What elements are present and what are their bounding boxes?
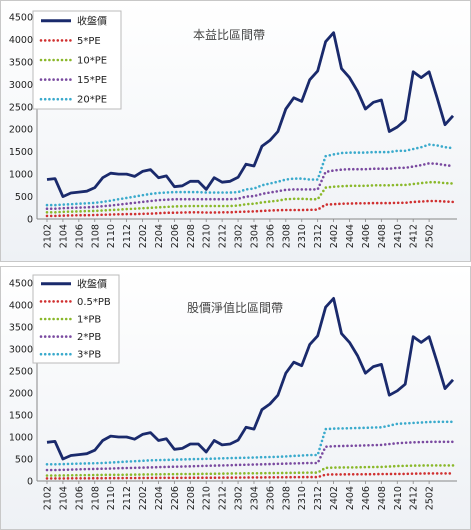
x-tick-label: 2404	[345, 486, 356, 510]
series-line	[45, 161, 455, 210]
legend-label: 5*PE	[77, 36, 101, 47]
series-line	[45, 420, 455, 466]
x-tick-label: 2406	[361, 224, 372, 248]
pb-band-chart-panel: 0 500 1000 1500 2000 2500 3000 3500 4000 4500 2102…	[0, 266, 471, 530]
x-tick-label: 2204	[154, 486, 165, 510]
x-tick-label: 2402	[329, 224, 340, 248]
x-tick-label: 2106	[74, 486, 85, 510]
x-tick-label: 2212	[218, 486, 229, 510]
x-tick-label: 2206	[170, 486, 181, 510]
x-tick-label: 2410	[393, 486, 404, 510]
y-tick-label: 3000	[9, 80, 33, 91]
x-tick-label: 2410	[393, 224, 404, 248]
x-tick-label: 2104	[58, 224, 69, 248]
legend-label: 15*PE	[77, 75, 107, 86]
x-tick-label: 2306	[265, 486, 276, 510]
x-tick-label: 2110	[106, 486, 117, 510]
y-tick-label: 500	[15, 455, 33, 466]
legend-label: 1*PB	[77, 315, 101, 326]
x-tick-label: 2308	[281, 486, 292, 510]
series-line	[45, 143, 455, 207]
x-tick-label: 2108	[90, 224, 101, 248]
x-tick-label: 2408	[377, 486, 388, 510]
legend-label: 20*PE	[77, 95, 107, 106]
legend-box	[32, 274, 120, 364]
x-tick-label: 2412	[409, 224, 420, 248]
pb-band-chart: 0 500 1000 1500 2000 2500 3000 3500 4000 4500 2102…	[9, 274, 457, 510]
y-tick-label: 0	[27, 477, 33, 488]
legend-label: 3*PB	[77, 350, 101, 361]
x-tick-label: 2108	[90, 486, 101, 510]
series-line	[45, 472, 455, 480]
y-tick-label: 3000	[9, 345, 33, 356]
legend-box	[32, 10, 122, 110]
series-line	[46, 296, 455, 461]
x-tick-label: 2304	[249, 224, 260, 248]
x-tick-label: 2208	[186, 486, 197, 510]
series-line	[45, 464, 455, 477]
x-tick-label: 2302	[234, 486, 245, 510]
x-tick-label: 2106	[74, 224, 85, 248]
x-tick-label: 2310	[297, 224, 308, 248]
x-tick-label: 2302	[234, 224, 245, 248]
y-tick-label: 2000	[9, 389, 33, 400]
x-tick-label: 2404	[345, 224, 356, 248]
series-line	[45, 199, 455, 218]
x-tick-label: 2308	[281, 224, 292, 248]
pe-band-chart: 0 500 1000 1500 2000 2500 3000 3500 4000 4500 2102…	[9, 10, 457, 248]
y-tick-label: 4000	[9, 35, 33, 46]
x-tick-label: 2210	[202, 486, 213, 510]
x-tick-label: 2502	[425, 486, 436, 510]
legend-label: 2*PB	[77, 332, 101, 343]
x-tick-label: 2408	[377, 224, 388, 248]
x-tick-label: 2102	[43, 486, 54, 510]
x-tick-label: 2306	[265, 224, 276, 248]
x-tick-label: 2110	[106, 224, 117, 248]
series-line	[46, 31, 455, 199]
series-line	[45, 180, 455, 214]
y-tick-label: 2500	[9, 367, 33, 378]
y-tick-label: 2500	[9, 102, 33, 113]
x-tick-label: 2204	[154, 224, 165, 248]
y-tick-label: 1000	[9, 170, 33, 181]
x-tick-label: 2208	[186, 224, 197, 248]
x-tick-label: 2304	[249, 486, 260, 510]
y-tick-label: 1000	[9, 433, 33, 444]
chart-title: 股價淨值比區間帶	[187, 300, 283, 315]
x-tick-label: 2210	[202, 224, 213, 248]
x-tick-label: 2312	[313, 486, 324, 510]
x-tick-label: 2206	[170, 224, 181, 248]
y-tick-label: 3500	[9, 323, 33, 334]
x-tick-label: 2104	[58, 486, 69, 510]
x-tick-label: 2312	[313, 224, 324, 248]
x-tick-label: 2202	[138, 486, 149, 510]
x-tick-label: 2402	[329, 486, 340, 510]
legend-label: 收盤價	[77, 277, 107, 290]
x-tick-label: 2212	[218, 224, 229, 248]
chart-title: 本益比區間帶	[193, 28, 265, 42]
y-tick-label: 2000	[9, 125, 33, 136]
pe-band-chart-panel: 0 500 1000 1500 2000 2500 3000 3500 4000 4500 2102…	[0, 0, 471, 262]
x-tick-label: 2202	[138, 224, 149, 248]
x-tick-label: 2412	[409, 486, 420, 510]
y-tick-label: 3500	[9, 57, 33, 68]
legend-label: 10*PE	[77, 56, 107, 67]
x-tick-label: 2406	[361, 486, 372, 510]
series-line	[45, 440, 455, 472]
legend-label: 0.5*PB	[77, 297, 111, 308]
y-tick-label: 1500	[9, 147, 33, 158]
y-tick-label: 4500	[9, 13, 33, 24]
y-tick-label: 4000	[9, 301, 33, 312]
x-tick-label: 2102	[43, 224, 54, 248]
y-tick-label: 1500	[9, 411, 33, 422]
x-tick-label: 2112	[122, 486, 133, 510]
legend-label: 收盤價	[77, 14, 107, 27]
x-tick-label: 2310	[297, 486, 308, 510]
y-tick-label: 0	[27, 215, 33, 226]
x-tick-label: 2502	[425, 224, 436, 248]
y-tick-label: 500	[15, 192, 33, 203]
x-tick-label: 2112	[122, 224, 133, 248]
y-tick-label: 4500	[9, 279, 33, 290]
